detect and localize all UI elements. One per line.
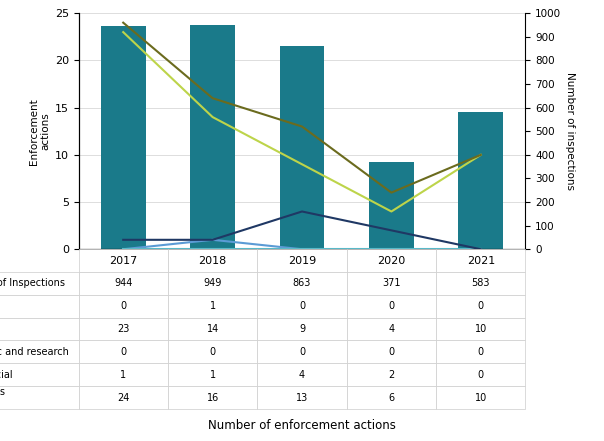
Bar (190, 25, 235, 249)
Y-axis label: Enforcement
actions: Enforcement actions (29, 98, 51, 164)
Bar (101, 26, 146, 249)
Bar (369, 162, 414, 249)
Bar (458, 112, 503, 249)
Text: Number of enforcement actions: Number of enforcement actions (208, 419, 396, 432)
Bar (280, 45, 324, 249)
Y-axis label: Number of inspections: Number of inspections (565, 72, 576, 190)
